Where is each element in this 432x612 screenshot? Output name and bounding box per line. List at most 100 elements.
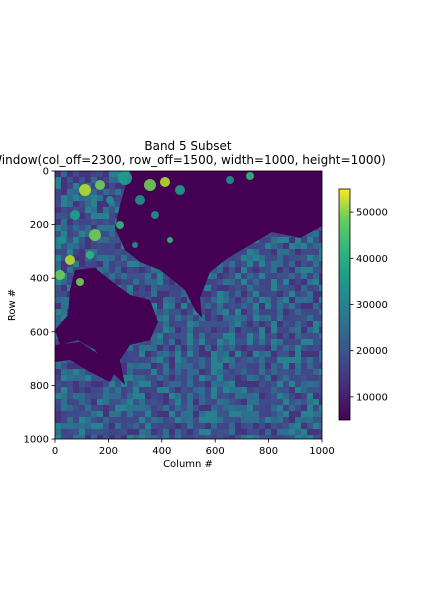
raster-cell	[199, 297, 205, 303]
raster-cell	[109, 189, 115, 195]
raster-cell	[199, 321, 205, 327]
raster-cell	[127, 351, 133, 357]
raster-cell	[205, 411, 211, 417]
raster-cell	[55, 375, 61, 381]
raster-cell	[283, 273, 289, 279]
raster-cell	[73, 243, 79, 249]
raster-cell	[235, 255, 241, 261]
raster-cell	[271, 273, 277, 279]
raster-cell	[223, 333, 229, 339]
raster-cell	[91, 195, 97, 201]
raster-cell	[187, 357, 193, 363]
bright-patch	[89, 229, 101, 241]
raster-cell	[265, 345, 271, 351]
raster-cell	[79, 171, 85, 177]
raster-cell	[79, 195, 85, 201]
raster-cell	[241, 345, 247, 351]
raster-cell	[115, 381, 121, 387]
raster-cell	[193, 339, 199, 345]
raster-cell	[283, 351, 289, 357]
raster-cell	[199, 399, 205, 405]
raster-cell	[301, 297, 307, 303]
raster-cell	[121, 423, 127, 429]
raster-cell	[181, 387, 187, 393]
raster-cell	[97, 393, 103, 399]
raster-cell	[169, 297, 175, 303]
raster-cell	[67, 183, 73, 189]
raster-cell	[223, 279, 229, 285]
raster-cell	[127, 255, 133, 261]
raster-cell	[61, 249, 67, 255]
raster-cell	[169, 405, 175, 411]
raster-cell	[73, 417, 79, 423]
raster-cell	[307, 405, 313, 411]
raster-cell	[187, 381, 193, 387]
raster-cell	[241, 303, 247, 309]
raster-cell	[313, 267, 319, 273]
raster-cell	[223, 321, 229, 327]
raster-cell	[163, 369, 169, 375]
raster-cell	[157, 297, 163, 303]
raster-cell	[61, 369, 67, 375]
raster-cell	[103, 267, 109, 273]
raster-cell	[229, 369, 235, 375]
raster-cell	[121, 285, 127, 291]
raster-cell	[67, 399, 73, 405]
raster-cell	[313, 423, 319, 429]
raster-cell	[109, 423, 115, 429]
raster-cell	[295, 267, 301, 273]
raster-cell	[229, 405, 235, 411]
raster-cell	[289, 291, 295, 297]
raster-cell	[307, 303, 313, 309]
raster-cell	[289, 243, 295, 249]
raster-cell	[79, 225, 85, 231]
raster-cell	[127, 393, 133, 399]
raster-cell	[91, 405, 97, 411]
raster-cell	[289, 369, 295, 375]
raster-cell	[253, 381, 259, 387]
raster-cell	[91, 177, 97, 183]
raster-cell	[169, 393, 175, 399]
raster-cell	[85, 405, 91, 411]
bright-patch	[116, 221, 124, 229]
raster-cell	[73, 195, 79, 201]
raster-cell	[85, 411, 91, 417]
raster-cell	[271, 339, 277, 345]
raster-cell	[61, 417, 67, 423]
raster-cell	[55, 369, 61, 375]
raster-cell	[211, 357, 217, 363]
raster-cell	[235, 291, 241, 297]
raster-cell	[283, 327, 289, 333]
raster-cell	[199, 363, 205, 369]
raster-cell	[139, 273, 145, 279]
raster-cell	[241, 429, 247, 435]
raster-cell	[253, 399, 259, 405]
raster-cell	[193, 429, 199, 435]
raster-cell	[217, 297, 223, 303]
raster-cell	[163, 297, 169, 303]
raster-cell	[289, 249, 295, 255]
raster-cell	[67, 237, 73, 243]
raster-cell	[67, 231, 73, 237]
raster-cell	[307, 291, 313, 297]
raster-cell	[295, 261, 301, 267]
raster-cell	[133, 345, 139, 351]
raster-cell	[103, 429, 109, 435]
x-tick-label: 600	[206, 446, 225, 457]
raster-cell	[217, 393, 223, 399]
raster-cell	[265, 393, 271, 399]
raster-cell	[61, 315, 67, 321]
raster-cell	[229, 333, 235, 339]
raster-cell	[103, 423, 109, 429]
raster-cell	[301, 375, 307, 381]
raster-cell	[307, 369, 313, 375]
raster-cell	[313, 417, 319, 423]
raster-cell	[79, 435, 85, 439]
raster-cell	[313, 375, 319, 381]
raster-cell	[61, 267, 67, 273]
raster-cell	[307, 309, 313, 315]
raster-cell	[67, 243, 73, 249]
raster-cell	[97, 267, 103, 273]
raster-cell	[133, 369, 139, 375]
raster-cell	[301, 417, 307, 423]
